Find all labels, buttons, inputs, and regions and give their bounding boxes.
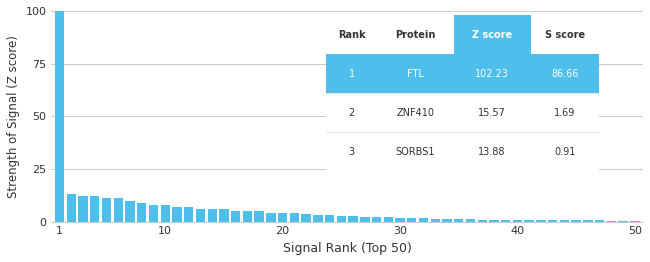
Bar xyxy=(79,196,88,222)
Bar xyxy=(207,209,217,222)
Bar xyxy=(325,215,334,222)
Bar xyxy=(242,211,252,222)
Bar xyxy=(466,219,475,222)
Bar xyxy=(419,219,428,222)
Bar xyxy=(489,220,499,222)
Bar xyxy=(278,213,287,222)
Bar xyxy=(55,11,64,222)
Bar xyxy=(137,203,146,222)
Bar xyxy=(302,214,311,222)
X-axis label: Signal Rank (Top 50): Signal Rank (Top 50) xyxy=(283,242,411,255)
Bar xyxy=(125,201,135,222)
Bar xyxy=(384,217,393,222)
Bar xyxy=(219,209,229,222)
Bar xyxy=(254,211,264,222)
Bar xyxy=(266,213,276,222)
Bar xyxy=(114,198,123,222)
Bar xyxy=(513,220,522,222)
Bar xyxy=(290,213,299,222)
Bar xyxy=(231,211,240,222)
Bar xyxy=(372,217,382,222)
Bar xyxy=(102,198,111,222)
Bar xyxy=(606,221,616,222)
Bar xyxy=(172,207,181,222)
Bar xyxy=(395,218,405,222)
Y-axis label: Strength of Signal (Z score): Strength of Signal (Z score) xyxy=(7,35,20,198)
Bar xyxy=(337,216,346,222)
Bar xyxy=(536,220,545,222)
Bar xyxy=(196,209,205,222)
Bar xyxy=(360,217,369,222)
Bar xyxy=(442,219,452,222)
Bar xyxy=(501,220,510,222)
Bar xyxy=(407,218,417,222)
Bar xyxy=(430,219,440,222)
Bar xyxy=(618,221,628,222)
Bar xyxy=(595,221,604,222)
Bar xyxy=(161,205,170,222)
Bar xyxy=(454,219,463,222)
Bar xyxy=(90,196,99,222)
Bar xyxy=(66,194,76,222)
Bar xyxy=(184,207,194,222)
Bar xyxy=(548,220,557,222)
Bar xyxy=(313,215,322,222)
Bar xyxy=(571,220,581,222)
Bar xyxy=(149,205,158,222)
Bar xyxy=(478,220,487,222)
Bar xyxy=(560,220,569,222)
Bar xyxy=(525,220,534,222)
Bar xyxy=(630,221,640,222)
Bar xyxy=(583,220,593,222)
Bar xyxy=(348,216,358,222)
